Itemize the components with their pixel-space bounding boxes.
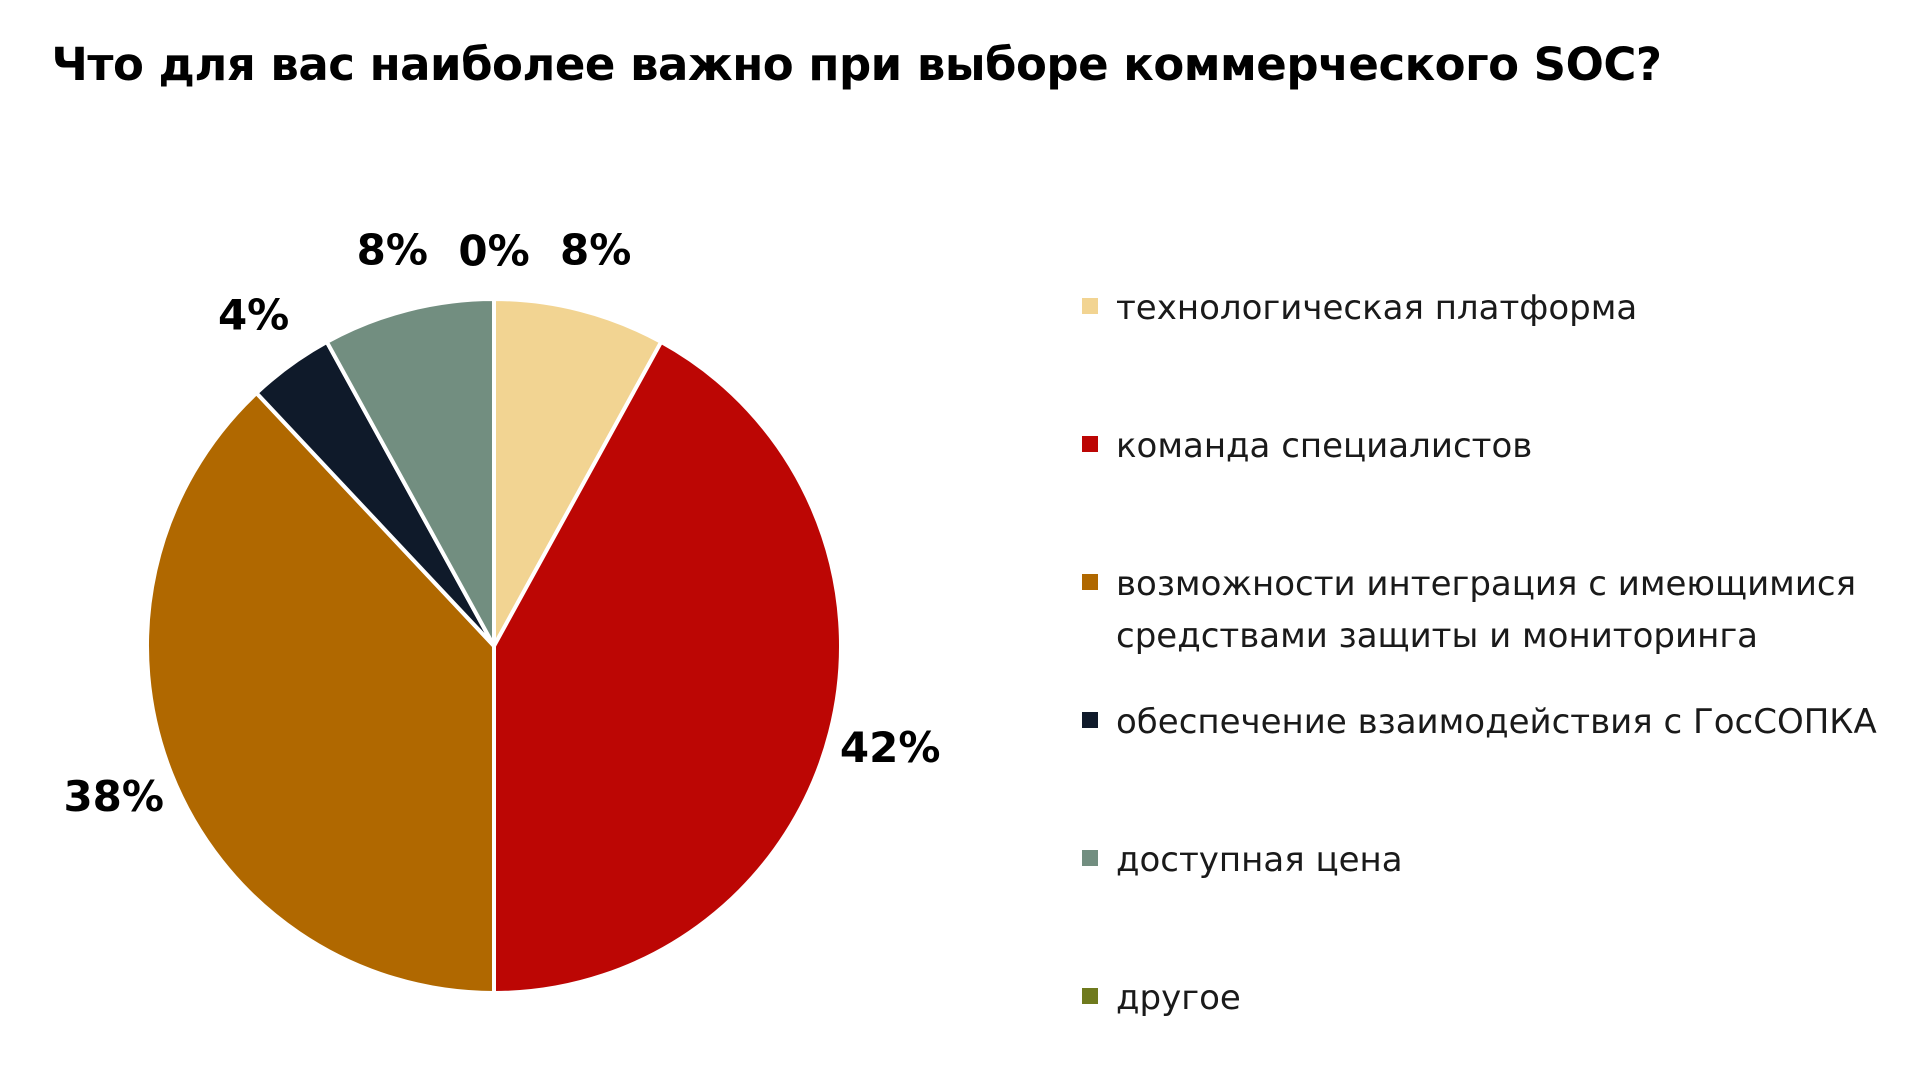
legend-item-affordable-price: доступная цена [1082,834,1886,886]
legend-swatch [1082,712,1098,728]
legend-label: обеспечение взаимодействия с ГосСОПКА [1116,702,1877,742]
legend-swatch [1082,298,1098,314]
legend-label: доступная цена [1116,840,1403,880]
pie-slice-tech-platform [492,297,664,648]
legend-item-integration: возможности интеграция с имеющимися сред… [1082,558,1886,662]
pie-label-gossopka: 4% [218,291,289,340]
pie-slice-affordable-price [324,297,496,648]
pie-label-specialists-team: 42% [840,723,941,772]
legend-label: возможности интеграция с имеющимися сред… [1116,564,1857,656]
legend-item-gossopka: обеспечение взаимодействия с ГосСОПКА [1082,696,1886,748]
legend-item-tech-platform: технологическая платформа [1082,282,1886,334]
legend-label: технологическая платформа [1116,288,1638,328]
chart-legend: технологическая платформа команда специа… [1082,0,1902,1080]
legend-swatch [1082,436,1098,452]
legend-swatch [1082,850,1098,866]
pie-label-affordable-price: 8% [357,225,428,274]
pie-slices [145,297,843,995]
legend-label: другое [1116,978,1241,1018]
pie-slice-integration [145,391,496,995]
legend-item-other: другое [1082,972,1886,1024]
legend-swatch [1082,574,1098,590]
legend-item-specialists-team: команда специалистов [1082,420,1886,472]
pie-percent-labels: 8% 42% 38% 4% 8% 0% [63,225,940,821]
chart-title: Что для вас наиболее важно при выборе ко… [51,38,1662,91]
legend-swatch [1082,988,1098,1004]
pie-label-integration: 38% [63,772,164,821]
pie-label-tech-platform: 8% [560,225,631,274]
pie-slice-specialists-team [492,339,843,995]
pie-label-other: 0% [458,227,529,276]
legend-label: команда специалистов [1116,426,1533,466]
